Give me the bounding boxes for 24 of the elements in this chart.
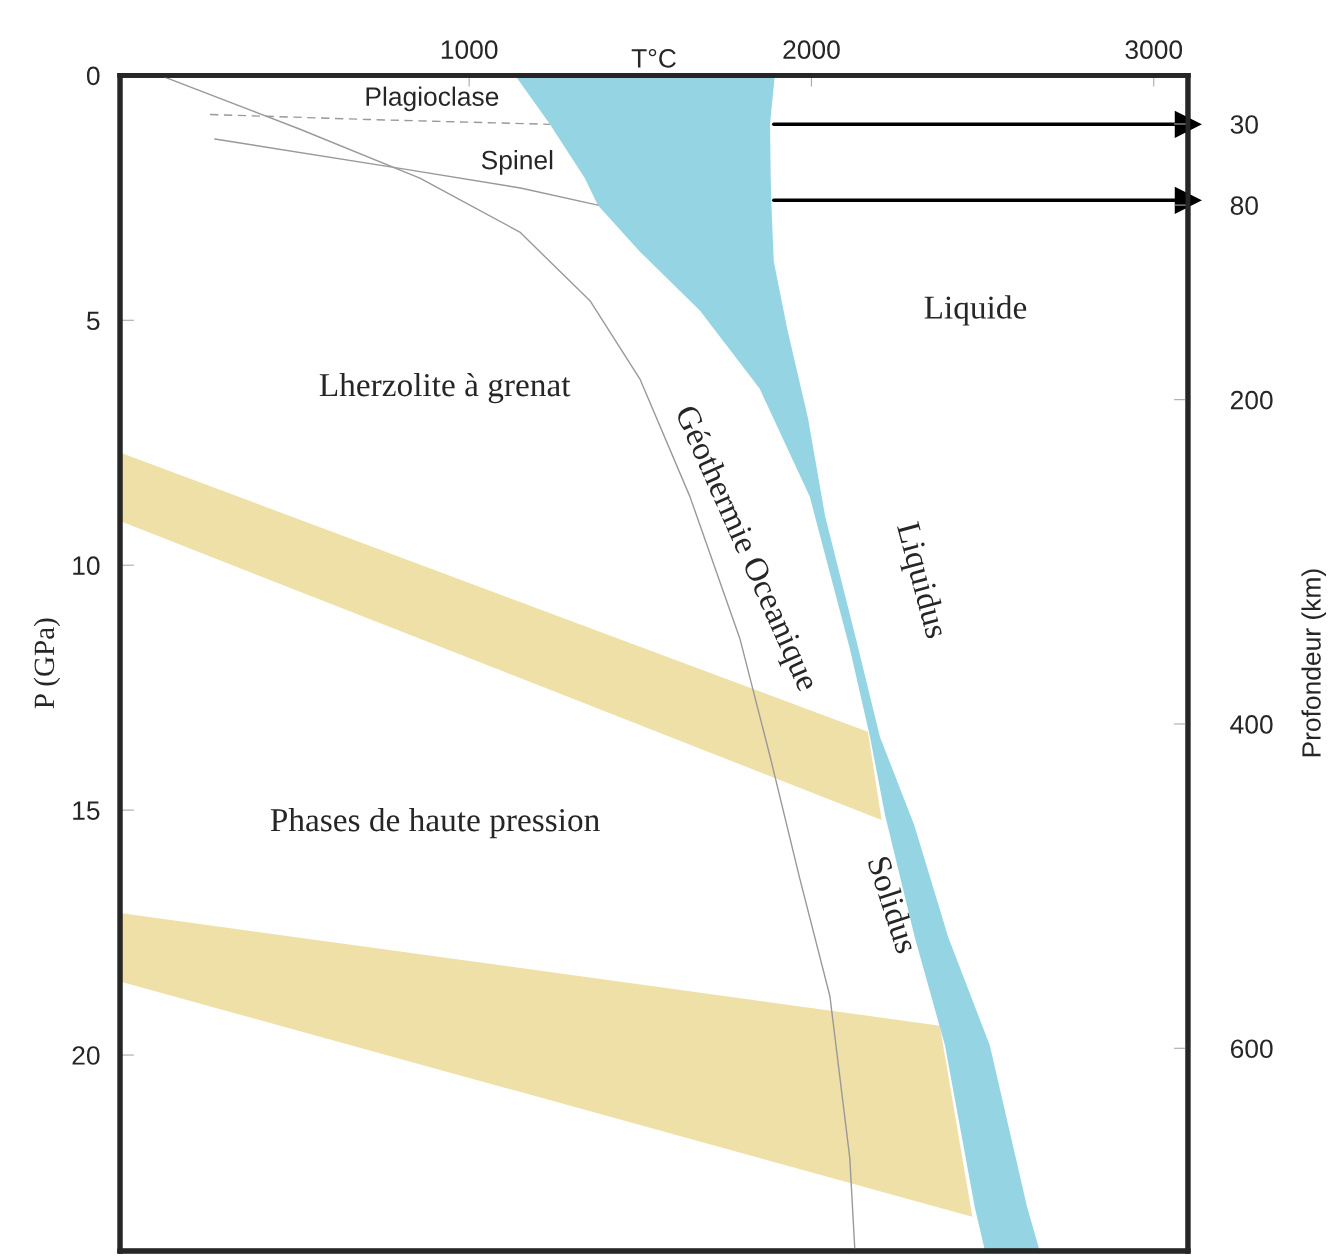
- annotation: Spinel: [481, 150, 553, 175]
- y-tick-label: 15: [73, 801, 100, 820]
- y-tick-label: 10: [73, 556, 100, 576]
- x-axis-title: T°C: [631, 49, 676, 68]
- y-tick-label: 0: [86, 66, 100, 86]
- line-series: [214, 138, 599, 206]
- y-tick-label: 20: [72, 1046, 100, 1065]
- annotation: Phases de haute pression: [270, 807, 600, 839]
- annotation: Liquide: [924, 295, 1027, 326]
- y2-tick-label: 600: [1230, 1039, 1273, 1059]
- y2-tick-label: 400: [1230, 715, 1273, 734]
- x-tick-label: 2000: [783, 40, 840, 60]
- y-tick-label: 5: [86, 311, 100, 331]
- annotation: Solidus: [867, 855, 920, 955]
- x-tick-label: 3000: [1125, 40, 1183, 60]
- annotation: Plagioclase: [366, 86, 499, 112]
- y2-tick-label: 200: [1230, 390, 1273, 410]
- y2-tick-label: 30: [1230, 115, 1258, 134]
- annotation: Lherzolite à grenat: [319, 372, 571, 404]
- y2-tick-label: 80: [1230, 196, 1258, 215]
- x-tick-label: 1000: [441, 40, 498, 60]
- annotation: Liquidus: [890, 520, 950, 641]
- y2-axis-title: Profondeur (km): [1301, 569, 1327, 757]
- y-axis-title: P (GPa): [33, 618, 61, 709]
